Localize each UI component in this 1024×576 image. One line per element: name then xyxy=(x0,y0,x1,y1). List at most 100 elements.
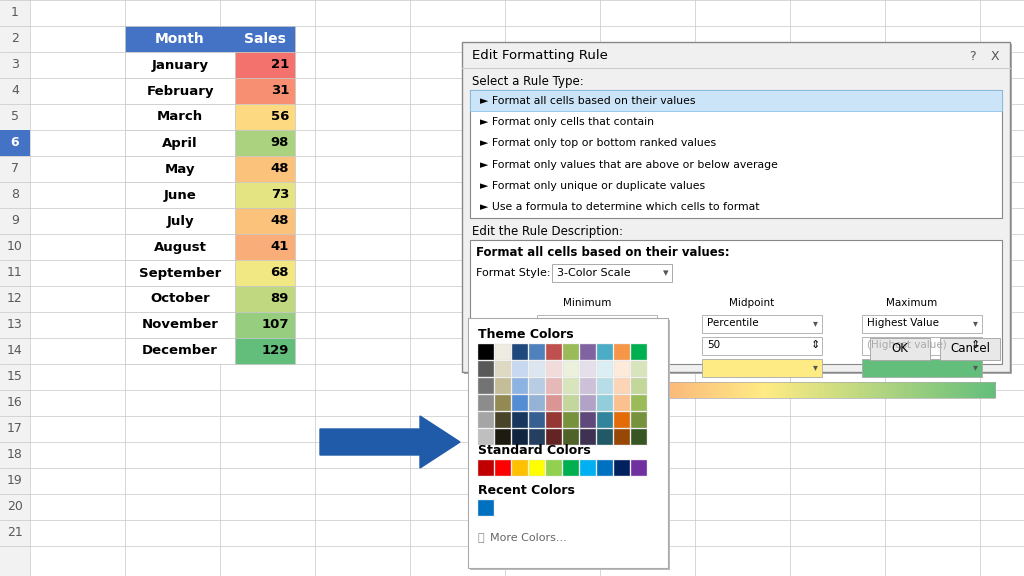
Bar xyxy=(642,382,644,398)
Text: Theme Colors: Theme Colors xyxy=(478,328,573,340)
Text: Lowest Value: Lowest Value xyxy=(542,318,610,328)
Bar xyxy=(697,382,699,398)
Bar xyxy=(753,382,755,398)
Bar xyxy=(606,382,608,398)
Bar xyxy=(464,44,1012,374)
Bar xyxy=(234,338,295,364)
Bar xyxy=(537,359,657,377)
Bar xyxy=(793,382,795,398)
Bar xyxy=(468,318,668,568)
Bar xyxy=(595,382,597,398)
Bar xyxy=(893,382,895,398)
Bar xyxy=(737,382,739,398)
Bar xyxy=(823,382,825,398)
Text: Minimum: Minimum xyxy=(563,298,611,308)
Bar xyxy=(862,337,982,355)
Bar xyxy=(0,0,30,576)
Bar xyxy=(234,182,295,208)
Bar xyxy=(962,382,964,398)
Bar xyxy=(932,382,934,398)
Bar xyxy=(495,460,511,476)
Bar xyxy=(551,382,553,398)
Bar xyxy=(702,337,822,355)
Text: ► Format only top or bottom ranked values: ► Format only top or bottom ranked value… xyxy=(480,138,716,149)
Bar xyxy=(614,361,630,377)
Bar xyxy=(557,382,559,398)
Bar xyxy=(899,382,901,398)
Text: ▾: ▾ xyxy=(647,318,652,328)
Text: 68: 68 xyxy=(270,267,289,279)
Bar xyxy=(648,382,650,398)
Bar xyxy=(542,382,544,398)
Text: 50: 50 xyxy=(707,340,720,350)
Bar xyxy=(125,312,234,338)
Bar xyxy=(910,382,912,398)
Bar xyxy=(716,382,718,398)
Bar xyxy=(711,382,713,398)
Bar xyxy=(786,382,788,398)
Bar xyxy=(864,382,866,398)
Bar xyxy=(714,382,716,398)
Bar xyxy=(580,378,596,394)
Bar xyxy=(905,382,907,398)
Bar xyxy=(575,382,578,398)
Bar xyxy=(600,382,602,398)
Bar xyxy=(566,382,568,398)
Bar xyxy=(478,395,494,411)
Bar xyxy=(817,382,819,398)
Bar xyxy=(643,382,645,398)
Bar xyxy=(773,382,775,398)
Text: January: January xyxy=(152,59,209,71)
Bar xyxy=(470,240,1002,364)
Bar xyxy=(771,382,773,398)
Bar xyxy=(512,344,528,360)
Bar xyxy=(901,382,903,398)
Bar xyxy=(839,382,841,398)
Bar xyxy=(856,382,858,398)
Bar xyxy=(805,382,807,398)
Bar xyxy=(743,382,745,398)
Bar xyxy=(234,312,295,338)
Bar xyxy=(655,382,657,398)
Bar xyxy=(813,382,815,398)
Bar xyxy=(842,382,844,398)
Bar xyxy=(495,395,511,411)
Bar xyxy=(734,382,736,398)
Text: August: August xyxy=(154,241,207,253)
Bar xyxy=(691,382,693,398)
Bar xyxy=(529,412,545,428)
Bar xyxy=(799,382,801,398)
Bar xyxy=(695,382,697,398)
Text: 98: 98 xyxy=(270,137,289,150)
Text: ▾: ▾ xyxy=(973,318,978,328)
Bar xyxy=(785,382,787,398)
Bar xyxy=(908,382,910,398)
Bar xyxy=(705,382,707,398)
Bar xyxy=(852,382,854,398)
Bar xyxy=(841,382,843,398)
Text: 16: 16 xyxy=(7,396,23,410)
Bar xyxy=(636,382,638,398)
Text: Preview: Preview xyxy=(476,384,526,394)
Text: X: X xyxy=(990,50,999,63)
Bar xyxy=(777,382,779,398)
Bar xyxy=(819,382,821,398)
Bar xyxy=(586,382,588,398)
Bar xyxy=(546,429,562,445)
Bar xyxy=(598,382,600,398)
Bar xyxy=(974,382,976,398)
Bar xyxy=(589,382,591,398)
Bar xyxy=(560,382,562,398)
Bar xyxy=(125,286,234,312)
Bar xyxy=(755,382,757,398)
Text: 3: 3 xyxy=(11,59,18,71)
Bar xyxy=(725,382,727,398)
Bar xyxy=(623,382,625,398)
Bar xyxy=(795,382,797,398)
Bar xyxy=(749,382,751,398)
Bar xyxy=(913,382,915,398)
Bar xyxy=(597,395,613,411)
Text: ⇕: ⇕ xyxy=(971,340,980,350)
Bar xyxy=(926,382,928,398)
Text: 20: 20 xyxy=(7,501,23,513)
